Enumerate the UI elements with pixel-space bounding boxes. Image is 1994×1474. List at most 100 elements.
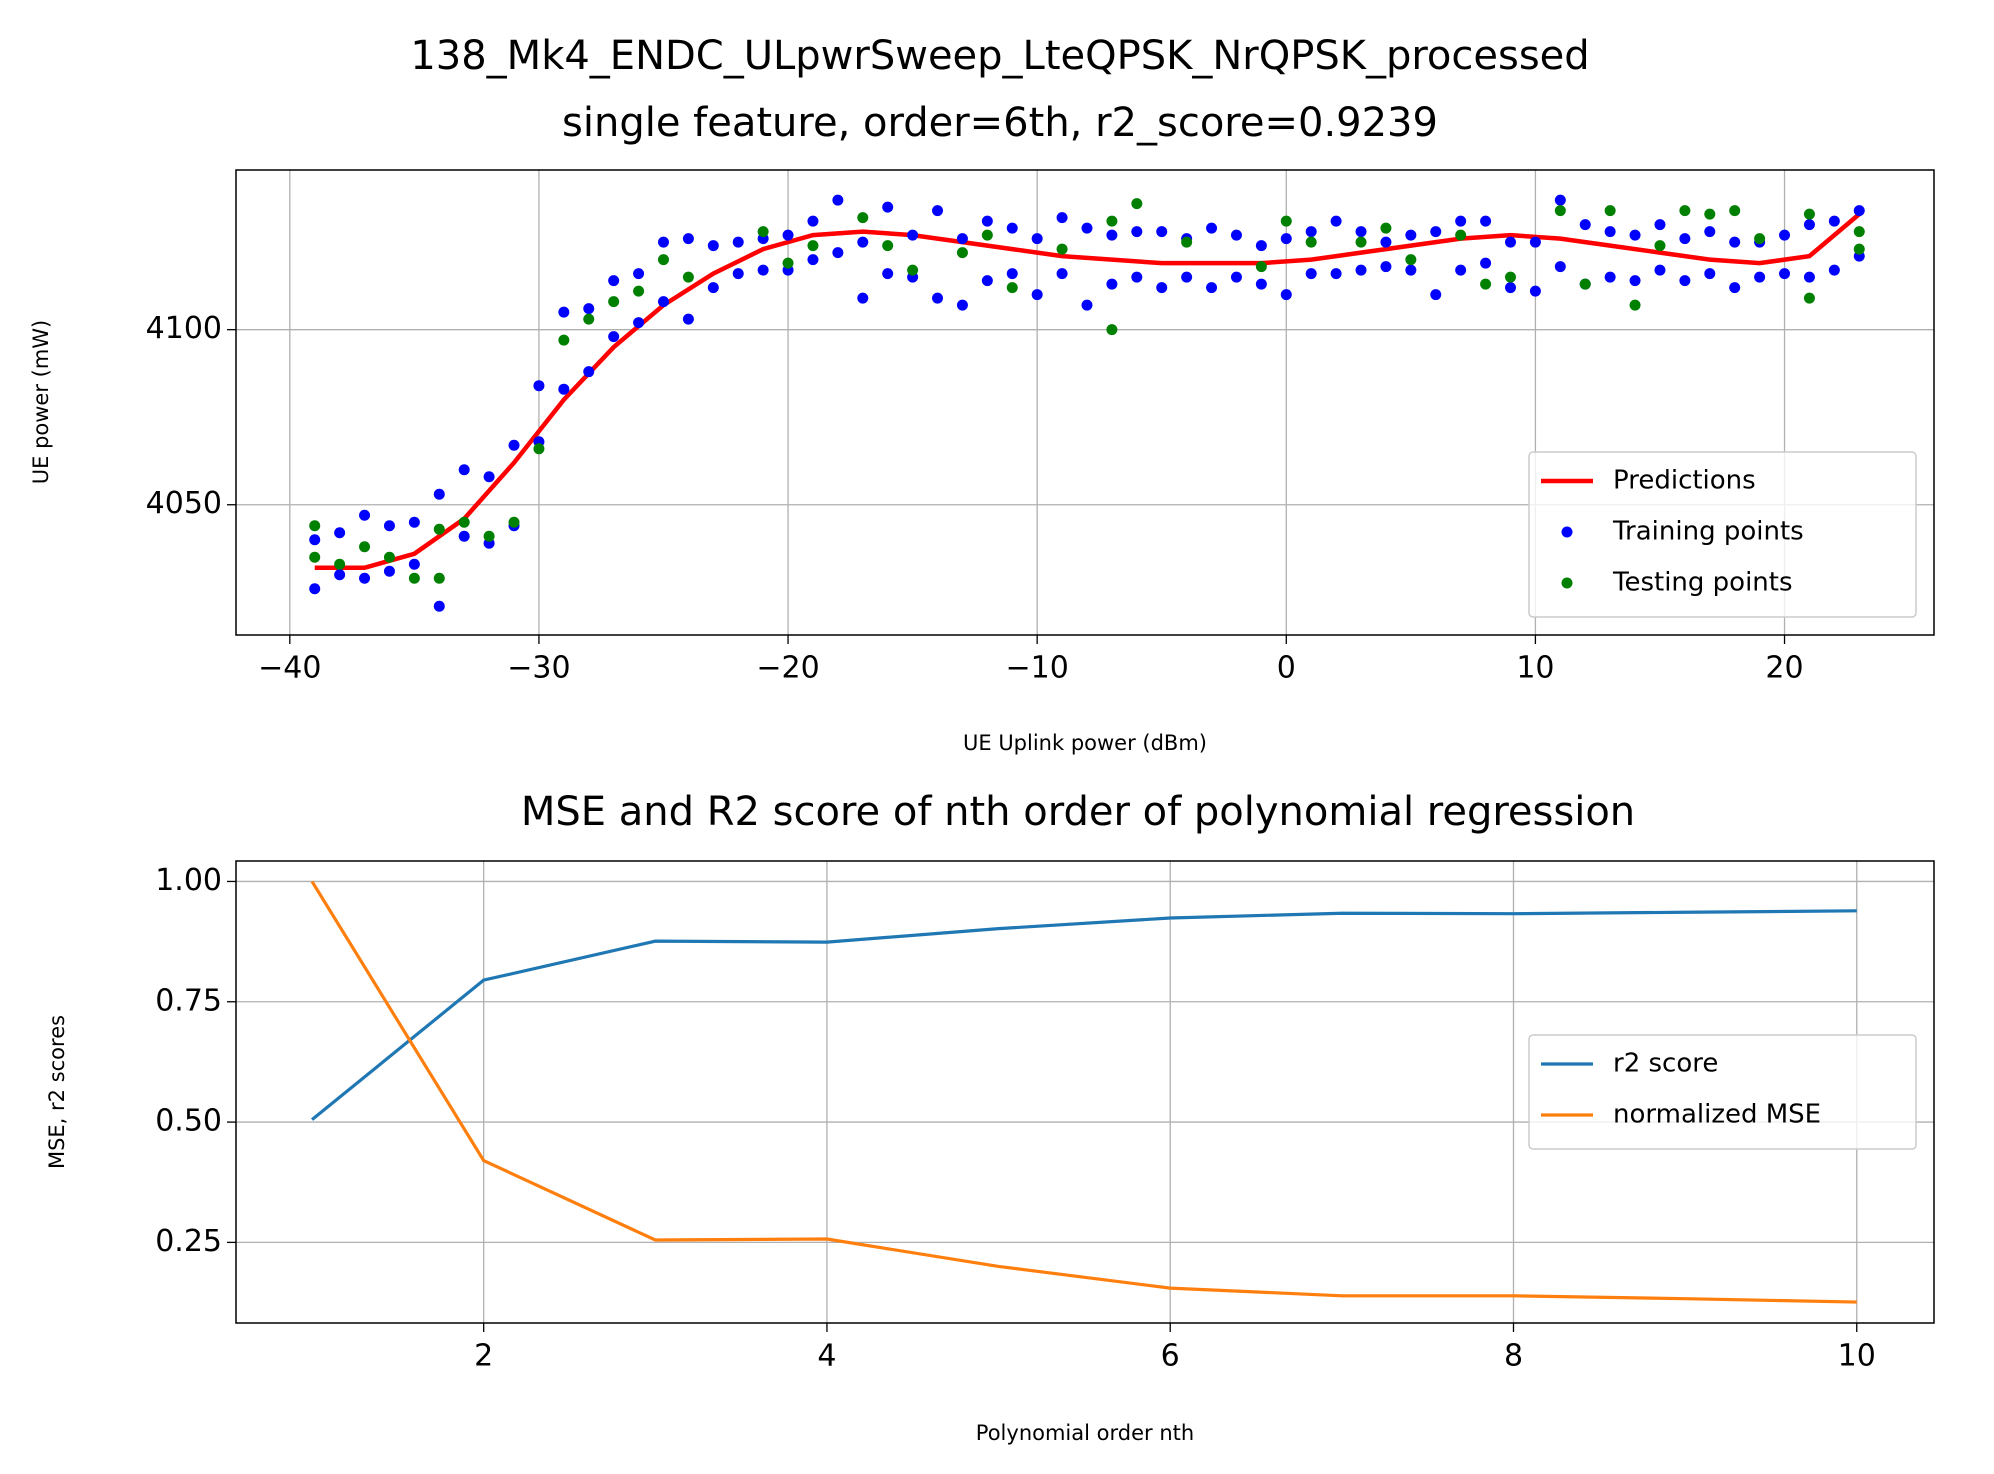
point: [1828, 215, 1840, 227]
point: [1230, 229, 1242, 241]
point: [1554, 194, 1566, 206]
point: [408, 572, 420, 584]
legend-label: r2 score: [1613, 1049, 1718, 1079]
point: [1455, 264, 1467, 276]
point: [1106, 324, 1118, 336]
point: [1255, 240, 1267, 252]
legend-box: [1528, 451, 1917, 618]
point: [1230, 271, 1242, 283]
point: [657, 236, 669, 248]
point: [508, 516, 520, 528]
x-tick-label: 20: [1765, 651, 1803, 686]
point: [1056, 268, 1068, 280]
x-tick-label: −30: [507, 651, 570, 686]
y-axis-label: MSE, r2 scores: [45, 1015, 69, 1169]
point: [433, 488, 445, 500]
point: [1853, 243, 1865, 255]
point: [981, 229, 993, 241]
point: [533, 380, 545, 392]
point: [1430, 289, 1442, 301]
point: [1779, 268, 1791, 280]
point: [1206, 282, 1218, 294]
point: [1355, 236, 1367, 248]
point: [1405, 264, 1417, 276]
point: [1156, 226, 1168, 238]
point: [1729, 282, 1741, 294]
axes-frame: [235, 860, 1935, 1324]
legend-label: Predictions: [1613, 466, 1756, 496]
point: [1255, 278, 1267, 290]
point: [682, 313, 694, 325]
point: [832, 247, 844, 259]
point: [458, 464, 470, 476]
axes-frame: [235, 169, 1935, 636]
point: [608, 296, 620, 308]
point: [956, 299, 968, 311]
point: [857, 292, 869, 304]
point: [981, 215, 993, 227]
point: [1803, 292, 1815, 304]
point: [1006, 282, 1018, 294]
point: [608, 331, 620, 343]
point: [1405, 254, 1417, 266]
point: [707, 240, 719, 252]
point: [1106, 229, 1118, 241]
x-tick-label: 8: [1504, 1339, 1523, 1374]
point: [1803, 208, 1815, 220]
point: [1654, 219, 1666, 231]
x-tick-label: 4: [817, 1339, 836, 1374]
point: [1455, 215, 1467, 227]
point: [1579, 278, 1591, 290]
x-tick-label: −40: [258, 651, 321, 686]
point: [1380, 261, 1392, 273]
point: [1504, 271, 1516, 283]
chart-subtitle: single feature, order=6th, r2_score=0.92…: [562, 100, 1438, 146]
point: [1031, 289, 1043, 301]
point: [682, 233, 694, 245]
point: [458, 516, 470, 528]
point: [1629, 275, 1641, 287]
point: [1156, 282, 1168, 294]
point: [309, 551, 321, 563]
point: [1754, 271, 1766, 283]
point: [907, 229, 919, 241]
point: [1280, 289, 1292, 301]
point: [1604, 226, 1616, 238]
y-tick-label: 0.25: [155, 1224, 222, 1259]
x-tick-label: 10: [1516, 651, 1554, 686]
point: [1181, 271, 1193, 283]
point: [1455, 229, 1467, 241]
point: [383, 520, 395, 532]
point: [857, 236, 869, 248]
y-tick-label: 1.00: [155, 863, 222, 898]
point: [1006, 268, 1018, 280]
point: [1106, 278, 1118, 290]
point: [334, 569, 346, 581]
point: [483, 471, 495, 483]
point: [1305, 236, 1317, 248]
point: [1554, 205, 1566, 217]
legend-box: [1528, 1034, 1917, 1150]
point: [1081, 299, 1093, 311]
point: [1679, 275, 1691, 287]
point: [608, 275, 620, 287]
point: [1704, 226, 1716, 238]
point: [1280, 233, 1292, 245]
point: [1654, 240, 1666, 252]
point: [1206, 222, 1218, 234]
legend-label: normalized MSE: [1613, 1100, 1821, 1130]
point: [1330, 215, 1342, 227]
point: [1629, 299, 1641, 311]
point: [732, 268, 744, 280]
point: [981, 275, 993, 287]
legend-label: Training points: [1612, 517, 1804, 547]
chart-title: MSE and R2 score of nth order of polynom…: [521, 789, 1635, 835]
line: [314, 212, 1861, 571]
line: [310, 880, 1857, 1304]
point: [682, 271, 694, 283]
y-tick-label: 0.50: [155, 1104, 222, 1139]
point: [1106, 215, 1118, 227]
point: [633, 317, 645, 329]
point: [583, 313, 595, 325]
point: [1056, 243, 1068, 255]
